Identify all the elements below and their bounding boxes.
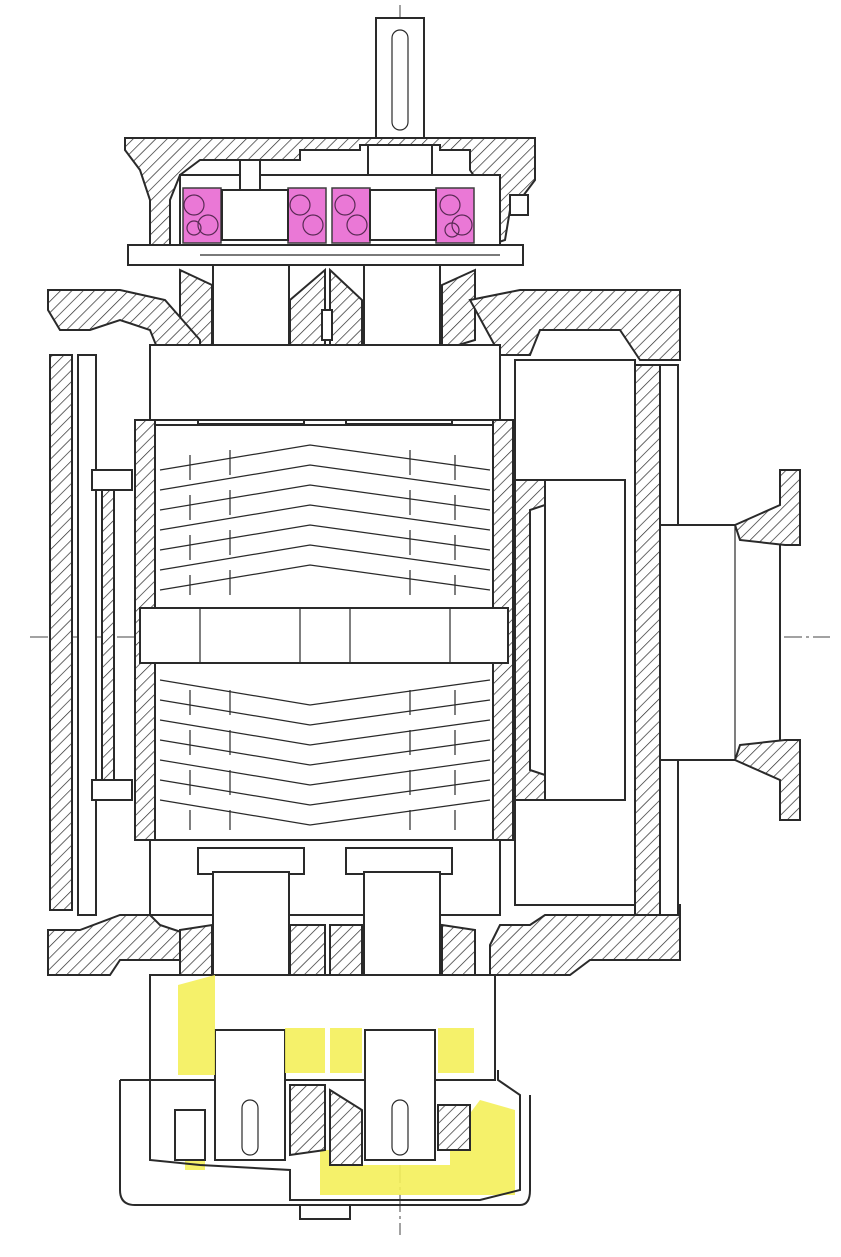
discharge-flange bbox=[659, 469, 801, 821]
screw-rotors bbox=[139, 424, 509, 841]
rotor-housing bbox=[47, 289, 681, 976]
drive-shaft bbox=[367, 17, 433, 179]
gear-cover bbox=[119, 1070, 531, 1220]
upper-bearings bbox=[182, 187, 475, 244]
